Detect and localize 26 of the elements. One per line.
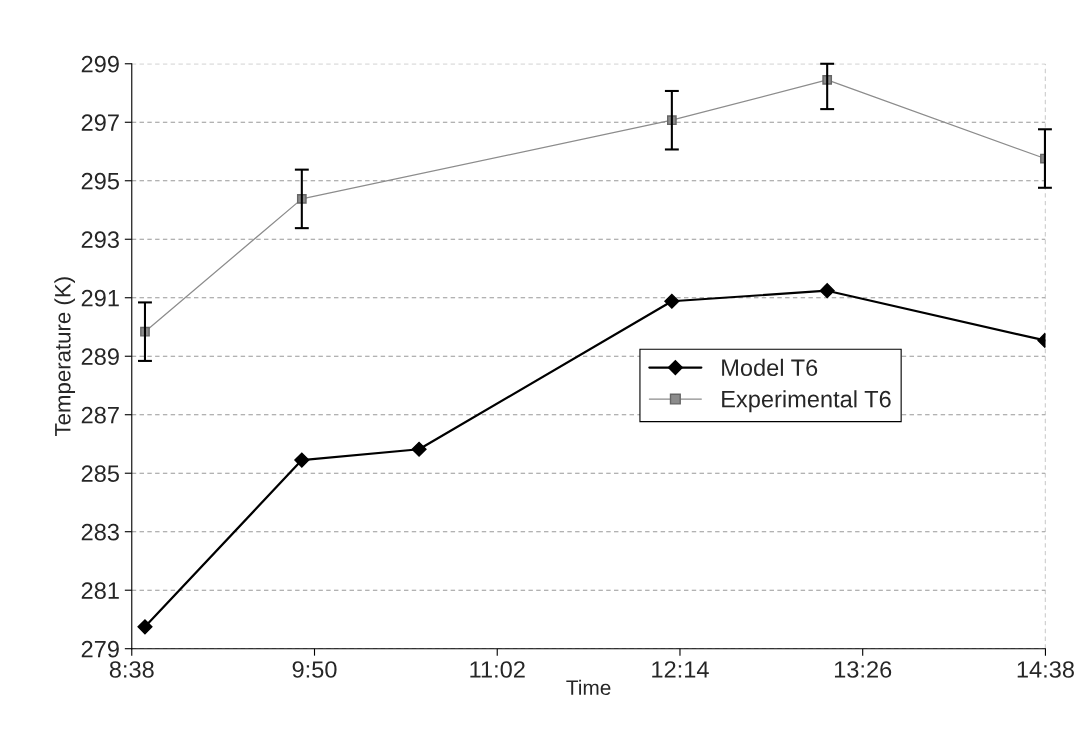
y-tick-label: 299 bbox=[81, 55, 119, 73]
y-tick-label: 287 bbox=[81, 406, 119, 424]
point bbox=[411, 441, 427, 457]
legend-label: Experimental T6 bbox=[722, 390, 891, 413]
x-tick-label: 8:38 bbox=[109, 661, 154, 678]
x-tick-label: 14:38 bbox=[1017, 661, 1074, 678]
legend-label: Model T6 bbox=[722, 358, 818, 377]
y-tick-label: 297 bbox=[81, 114, 119, 132]
y-tick-label: 281 bbox=[81, 582, 119, 599]
point bbox=[664, 293, 680, 309]
point bbox=[137, 619, 153, 635]
x-tick-label: 12:14 bbox=[652, 661, 709, 678]
x-tick-label: 11:02 bbox=[470, 661, 525, 678]
y-tick-label: 283 bbox=[81, 523, 119, 541]
point bbox=[819, 283, 835, 299]
y-tick-label: 291 bbox=[81, 289, 119, 307]
y-tick-label: 279 bbox=[81, 640, 119, 658]
point bbox=[294, 452, 310, 468]
y-tick-label: 285 bbox=[81, 465, 119, 483]
x-axis-title: Time bbox=[566, 679, 611, 696]
y-tick-label: 289 bbox=[81, 348, 119, 366]
y-tick-label: 295 bbox=[81, 172, 119, 190]
x-tick-label: 13:26 bbox=[834, 661, 892, 678]
y-axis-title: Temperature (K) bbox=[54, 277, 76, 436]
x-tick-label: 9:50 bbox=[292, 661, 337, 678]
y-tick-label: 293 bbox=[81, 231, 119, 249]
